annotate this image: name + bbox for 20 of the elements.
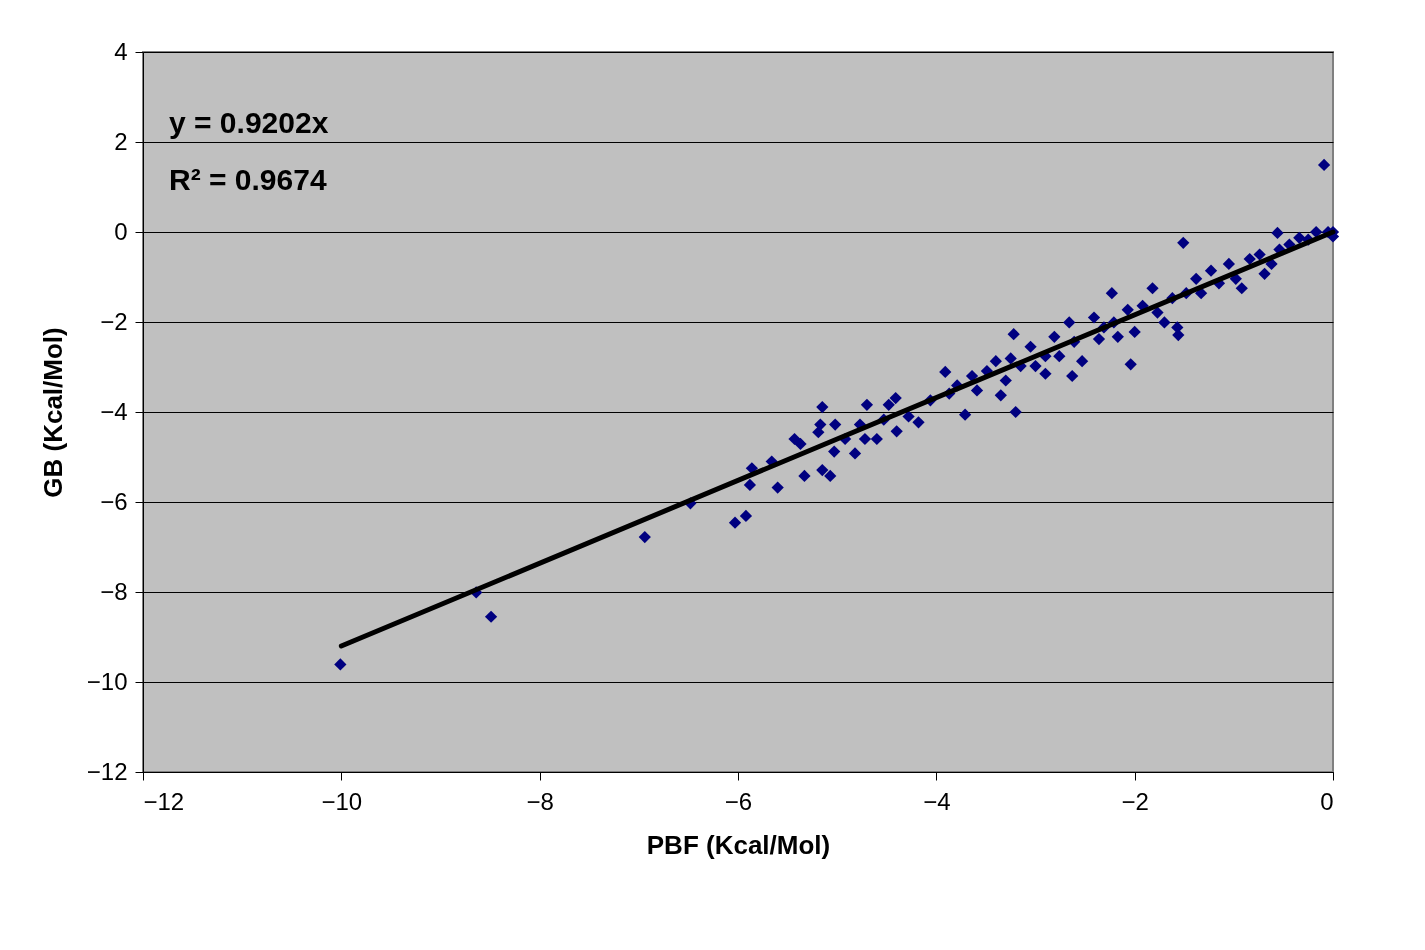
y-tick-label: −4 [100,397,128,425]
y-tick-label: −6 [100,487,128,515]
annotation: R² = 0.9674 [169,163,327,196]
x-tick-label: 0 [1320,787,1334,815]
y-tick-label: −2 [100,307,128,335]
x-tick-label: −2 [1121,787,1149,815]
x-tick-label: −8 [526,787,554,815]
x-axis-title: PBF (Kcal/Mol) [646,829,831,860]
y-tick-label: −12 [86,757,128,785]
y-tick-label: 4 [114,37,128,65]
x-tick-label: −4 [923,787,951,815]
y-axis-title: GB (Kcal/Mol) [37,327,68,498]
annotation: y = 0.9202x [169,106,329,139]
y-tick-label: −10 [86,667,128,695]
x-tick-label: −6 [724,787,753,815]
y-tick-label: −8 [100,577,128,605]
y-tick-label: 0 [114,217,128,245]
y-tick-label: 2 [114,127,128,155]
x-tick-label: −10 [321,787,363,815]
x-tick-label: −12 [143,787,185,815]
